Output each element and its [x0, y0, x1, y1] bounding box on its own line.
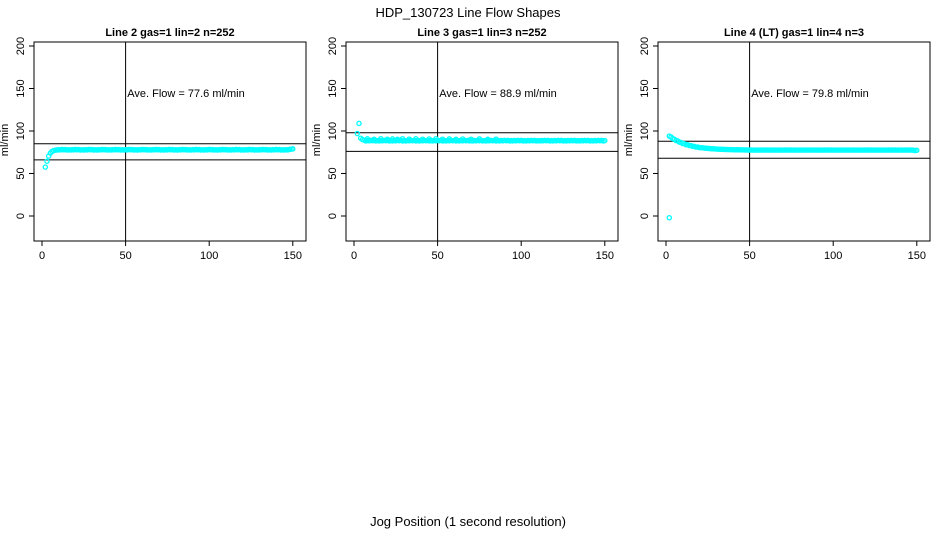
x-tick-label: 50 [743, 250, 755, 262]
panel-title: Line 4 (LT) gas=1 lin=4 n=3 [724, 27, 864, 39]
flow-point [453, 136, 459, 143]
x-axis: 0 50 100 150 [663, 241, 926, 262]
y-axis: 0 50 100 150 200 ml/min [624, 37, 658, 219]
x-tick-label: 50 [431, 250, 443, 262]
y-tick-label: 200 [327, 37, 339, 55]
data-points [354, 120, 608, 144]
x-tick-label: 0 [39, 250, 45, 262]
flow-point [378, 135, 384, 142]
panel-title: Line 2 gas=1 lin=2 n=252 [105, 27, 234, 39]
x-tick-label: 100 [512, 250, 530, 262]
flow-point [399, 135, 406, 142]
y-tick-label: 50 [15, 167, 27, 179]
y-axis: 0 50 100 150 200 ml/min [312, 37, 346, 219]
flow-point [413, 136, 419, 142]
panels-row: Line 2 gas=1 lin=2 n=252 0 50 100 150 200 ml/m… [0, 20, 936, 300]
plot-box [345, 41, 619, 242]
flow-point [419, 136, 426, 142]
flow-point [439, 136, 446, 142]
flow-point [459, 136, 466, 142]
avg-flow-annotation: Ave. Flow = 77.6 ml/min [127, 88, 244, 100]
chart-panel-3: Line 4 (LT) gas=1 lin=4 n=3 0 50 100 150 200 m… [624, 27, 931, 262]
y-tick-label: 200 [15, 37, 27, 55]
flow-point [354, 130, 361, 137]
y-tick-label: 0 [15, 213, 27, 219]
avg-flow-annotation: Ave. Flow = 88.9 ml/min [439, 88, 556, 100]
x-tick-label: 100 [200, 250, 218, 262]
y-tick-label: 100 [327, 122, 339, 140]
reference-lines [346, 132, 618, 152]
x-tick-label: 0 [663, 250, 669, 262]
y-axis-title: ml/min [0, 124, 11, 156]
x-tick-label: 150 [908, 250, 926, 262]
reference-lines [658, 140, 930, 159]
flow-point [602, 137, 608, 144]
flow-point [468, 136, 474, 142]
x-tick-label: 150 [596, 250, 614, 262]
flow-point [371, 136, 377, 142]
plot-box [33, 41, 307, 242]
page-title: HDP_130723 Line Flow Shapes [375, 5, 561, 20]
flow-point [42, 164, 49, 170]
flow-point [290, 146, 296, 152]
flow-point [493, 136, 499, 142]
y-tick-label: 0 [327, 213, 339, 219]
reference-lines [34, 143, 306, 161]
y-tick-label: 50 [639, 167, 651, 179]
flow-point [426, 136, 432, 142]
y-axis-title: ml/min [624, 124, 635, 156]
flow-point [446, 136, 453, 142]
data-points [42, 146, 296, 170]
avg-flow-annotation: Ave. Flow = 79.8 ml/min [751, 88, 868, 100]
data-points [666, 133, 920, 221]
y-tick-label: 150 [639, 79, 651, 97]
x-axis: 0 50 100 150 [39, 241, 302, 262]
x-tick-label: 0 [351, 250, 357, 262]
y-tick-label: 150 [15, 79, 27, 97]
x-axis-label: Jog Position (1 second resolution) [370, 514, 566, 529]
y-tick-label: 50 [327, 167, 339, 179]
y-axis-title: ml/min [312, 124, 323, 156]
flow-point [914, 147, 920, 154]
flow-point [394, 136, 401, 143]
flow-point [406, 136, 412, 142]
y-tick-label: 150 [327, 79, 339, 97]
chart-panel-1: Line 2 gas=1 lin=2 n=252 0 50 100 150 200 ml/m… [0, 27, 307, 262]
flow-point [389, 136, 396, 142]
y-axis: 0 50 100 150 200 ml/min [0, 37, 34, 219]
y-tick-label: 0 [639, 213, 651, 219]
flow-point [364, 136, 371, 142]
x-tick-label: 150 [284, 250, 302, 262]
y-tick-label: 100 [15, 122, 27, 140]
chart-panel-2: Line 3 gas=1 lin=3 n=252 0 50 100 150 200 ml/m… [312, 27, 619, 262]
panel-title: Line 3 gas=1 lin=3 n=252 [417, 27, 546, 39]
x-tick-label: 100 [824, 250, 842, 262]
flow-point [433, 135, 439, 142]
y-tick-label: 200 [639, 37, 651, 55]
flow-point [44, 158, 50, 164]
flow-point [384, 136, 391, 142]
flow-point [356, 120, 362, 127]
flow-point [485, 136, 491, 143]
x-axis: 0 50 100 150 [351, 241, 614, 262]
flow-point [476, 136, 483, 142]
flow-point [666, 214, 673, 221]
y-tick-label: 100 [639, 122, 651, 140]
x-tick-label: 50 [119, 250, 131, 262]
